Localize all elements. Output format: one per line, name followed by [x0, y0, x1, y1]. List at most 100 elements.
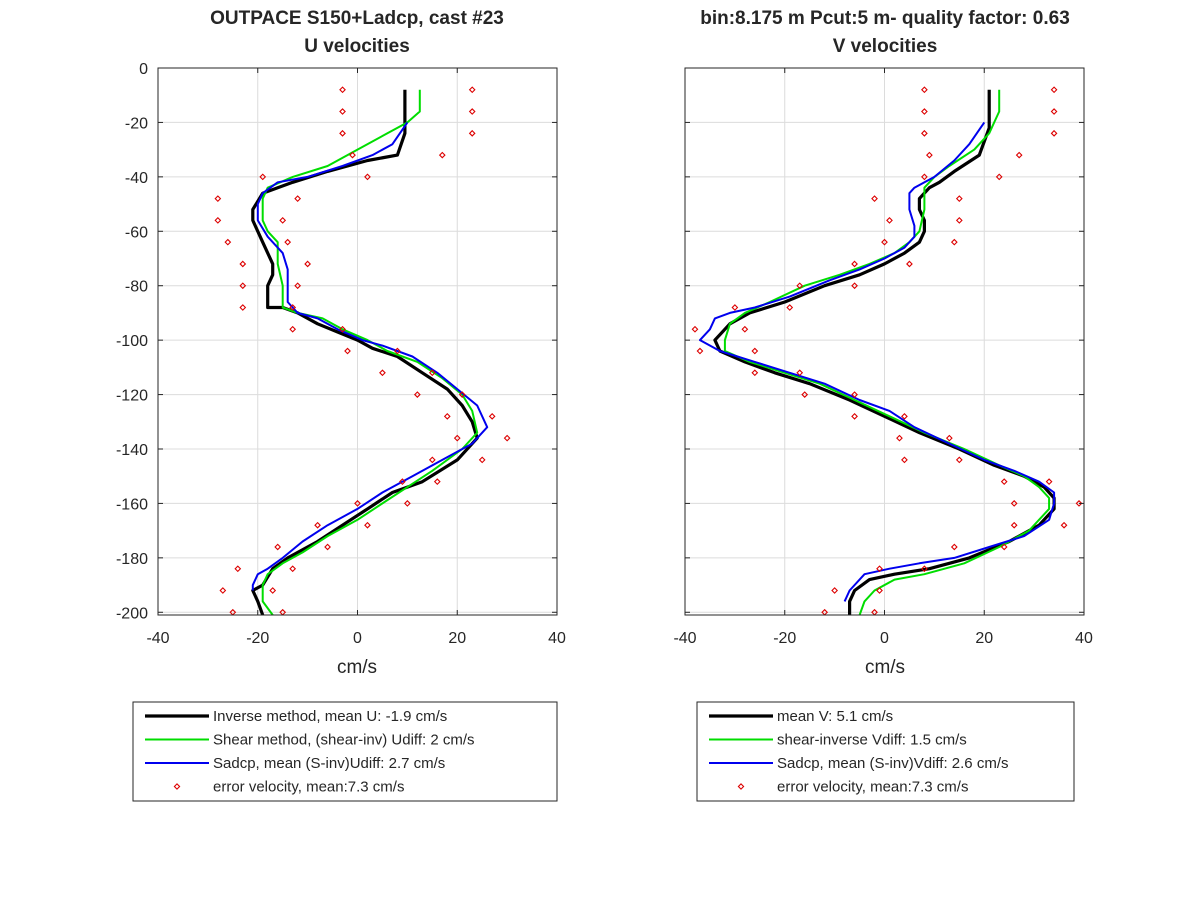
u-y-tick-label: -140	[116, 442, 148, 459]
u-error-velocity-marker	[324, 543, 331, 551]
v-panel-subtitle: V velocities	[833, 36, 938, 57]
u-error-velocity-marker	[503, 434, 511, 442]
v-error-velocity-marker	[945, 434, 953, 442]
v-x-tick-label: 0	[880, 630, 889, 647]
u-y-tick-label: -180	[116, 551, 148, 568]
u-error-velocity-marker	[214, 217, 222, 224]
u-x-tick-label: 40	[548, 630, 566, 647]
v-error-velocity-marker	[950, 238, 958, 246]
v-error-velocity-marker	[901, 456, 908, 464]
u-error-velocity-marker	[488, 412, 496, 420]
u-error-velocity-marker	[339, 325, 346, 333]
u-error-velocity-marker	[339, 86, 346, 94]
v-error-velocity-marker	[1000, 478, 1008, 486]
u-legend-label: Inverse method, mean U: -1.9 cm/s	[213, 708, 447, 725]
v-error-velocity-marker	[1045, 478, 1053, 486]
u-error-velocity-marker	[364, 521, 371, 529]
v-x-tick-label: 40	[1075, 630, 1093, 647]
u-error-velocity-marker	[428, 456, 436, 464]
v-error-velocity-marker	[886, 217, 893, 224]
u-sadcp-line	[251, 121, 489, 591]
v-error-velocity-marker	[921, 86, 928, 94]
v-error-velocity-marker	[921, 565, 928, 573]
u-y-tick-label: -120	[116, 388, 148, 405]
v-error-velocity-marker	[1050, 108, 1058, 115]
u-plot-area: -40 -20 0 20 400-20-40-60-80-100-120-140-160…	[116, 61, 566, 647]
u-error-velocity-marker	[269, 587, 277, 594]
u-legend-box	[132, 701, 558, 802]
u-error-velocity-marker	[214, 195, 222, 203]
v-error-velocity-marker	[751, 347, 759, 355]
v-error-velocity-markers	[691, 86, 1083, 616]
u-error-velocity-marker	[239, 304, 247, 311]
v-error-velocity-marker	[906, 260, 913, 268]
u-y-tick-label: -200	[116, 605, 148, 622]
u-y-tick-label: -80	[125, 279, 148, 296]
v-error-velocity-marker	[1050, 86, 1058, 94]
u-error-velocity-marker	[478, 456, 486, 464]
v-x-tick-label: 20	[975, 630, 993, 647]
v-error-velocity-marker	[876, 565, 883, 573]
v-error-velocity-marker	[995, 173, 1003, 181]
u-x-tick-label: -40	[146, 630, 169, 647]
u-y-tick-label: -60	[125, 224, 148, 241]
v-error-velocity-marker	[1000, 543, 1008, 551]
u-error-velocity-marker	[468, 108, 476, 115]
u-error-velocity-marker	[379, 369, 386, 377]
v-legend: mean V: 5.1 cm/s shear-inverse Vdiff: 1.5…	[696, 701, 1075, 802]
v-sadcp-line	[699, 121, 1056, 602]
v-error-velocity-marker	[955, 195, 963, 203]
u-error-velocity-marker	[354, 500, 361, 507]
u-legend-label: error velocity, mean:7.3 cm/s	[213, 779, 404, 796]
v-error-velocity-marker	[731, 304, 739, 311]
u-y-tick-label: 0	[139, 61, 148, 78]
u-y-tick-label: -100	[116, 333, 148, 350]
v-error-velocity-marker	[1050, 129, 1058, 137]
u-error-velocity-marker	[468, 86, 476, 94]
u-legend-label: Shear method, (shear-inv) Udiff: 2 cm/s	[213, 732, 475, 749]
u-error-velocity-marker	[364, 173, 371, 181]
u-error-velocity-marker	[274, 543, 282, 551]
v-error-velocity-marker	[1015, 151, 1023, 159]
u-error-velocity-marker	[344, 347, 351, 355]
v-error-velocity-marker	[1010, 521, 1018, 529]
v-x-axis-label: cm/s	[865, 657, 905, 678]
u-error-velocity-marker	[294, 195, 302, 203]
u-panel-title: OUTPACE S150+Ladcp, cast #23	[210, 8, 504, 29]
v-error-velocity-marker	[1075, 500, 1083, 507]
u-x-axis-label: cm/s	[337, 657, 377, 678]
u-error-velocity-marker	[259, 173, 267, 181]
u-error-velocity-marker	[339, 108, 346, 115]
v-error-velocity-marker	[796, 369, 804, 377]
v-error-velocity-marker	[751, 369, 759, 377]
v-error-velocity-marker	[796, 282, 804, 290]
v-x-tick-label: -20	[773, 630, 796, 647]
u-error-velocity-marker	[294, 282, 302, 290]
v-error-velocity-marker	[851, 260, 858, 268]
u-error-velocity-markers	[214, 86, 511, 616]
u-error-velocity-marker	[239, 260, 247, 268]
u-error-velocity-marker	[289, 565, 297, 573]
v-error-velocity-marker	[955, 217, 963, 224]
u-error-velocity-marker	[443, 412, 451, 420]
u-y-tick-label: -40	[125, 170, 148, 187]
u-error-velocity-marker	[224, 238, 232, 246]
u-error-velocity-marker	[438, 151, 446, 159]
v-legend-label: mean V: 5.1 cm/s	[777, 708, 893, 725]
v-legend-label: Sadcp, mean (S-inv)Vdiff: 2.6 cm/s	[777, 755, 1008, 772]
v-error-velocity-marker	[921, 108, 928, 115]
u-error-velocity-marker	[394, 347, 401, 355]
u-y-tick-label: -20	[125, 115, 148, 132]
v-error-velocity-marker	[871, 195, 878, 203]
u-x-tick-label: -20	[246, 630, 269, 647]
u-legend: Inverse method, mean U: -1.9 cm/s Shear m…	[132, 701, 558, 802]
u-panel-subtitle: U velocities	[304, 36, 410, 57]
u-error-velocity-marker	[239, 282, 247, 290]
u-error-velocity-marker	[413, 391, 421, 398]
v-error-velocity-marker	[896, 434, 903, 442]
v-error-velocity-marker	[881, 238, 888, 246]
u-error-velocity-marker	[289, 325, 297, 333]
u-error-velocity-marker	[433, 478, 441, 486]
u-error-velocity-marker	[314, 521, 321, 529]
v-error-velocity-marker	[1010, 500, 1018, 507]
